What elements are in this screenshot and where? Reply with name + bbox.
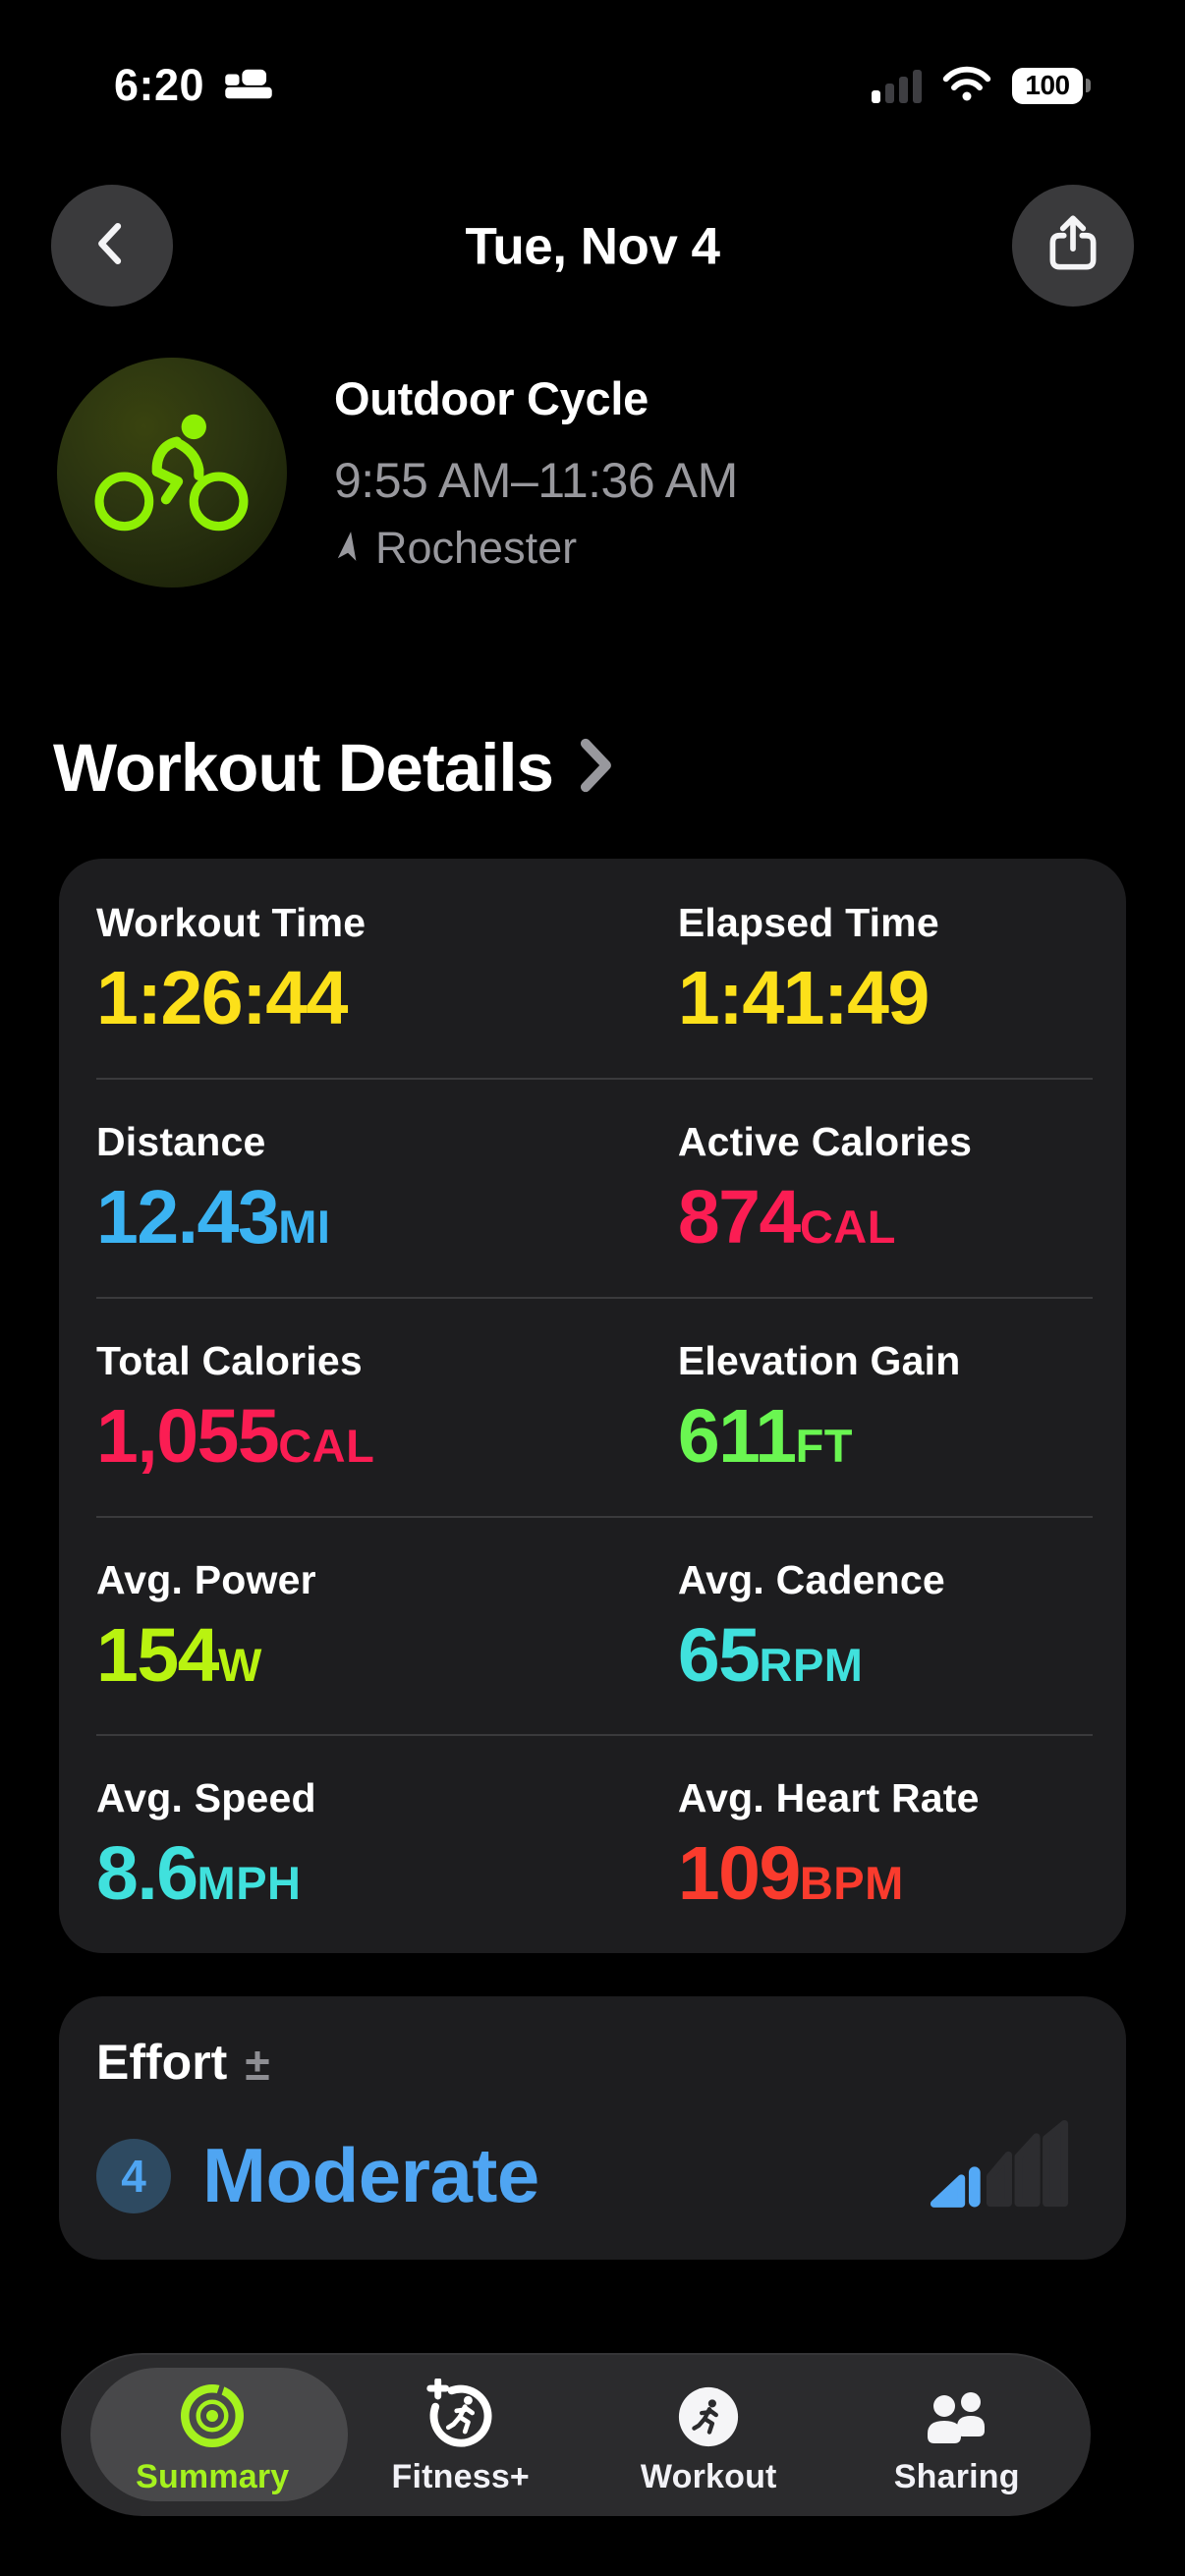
- effort-card: Effort ± 4 Moderate: [59, 1996, 1126, 2260]
- stat-row: Avg. Speed 8.6MPH Avg. Heart Rate 109BPM: [59, 1734, 1126, 1953]
- tab-fitness-plus[interactable]: Fitness+: [337, 2353, 586, 2516]
- status-bar: 6:20 100: [0, 51, 1185, 120]
- tab-sharing[interactable]: Sharing: [833, 2353, 1082, 2516]
- workout-details-link[interactable]: Workout Details: [53, 729, 616, 807]
- activity-rings-icon: [179, 2373, 246, 2449]
- stat-row: Avg. Power 154W Avg. Cadence 65RPM: [59, 1515, 1126, 1735]
- sharing-people-icon: [920, 2373, 994, 2449]
- wifi-icon: [941, 65, 992, 107]
- effort-adjust-button[interactable]: ±: [245, 2039, 270, 2090]
- fitness-plus-icon: [425, 2373, 496, 2449]
- stat-avg-cadence: Avg. Cadence 65RPM: [677, 1556, 945, 1698]
- stat-avg-power: Avg. Power 154W: [96, 1556, 316, 1698]
- sleep-focus-bed-icon: [222, 65, 275, 107]
- workout-runner-icon: [676, 2373, 741, 2449]
- cycling-activity-icon: [57, 358, 287, 588]
- stat-avg-heart-rate: Avg. Heart Rate 109BPM: [677, 1775, 980, 1917]
- workout-header: Outdoor Cycle 9:55 AM–11:36 AM Rochester: [57, 358, 738, 588]
- back-button[interactable]: [51, 185, 173, 307]
- workout-info: Outdoor Cycle 9:55 AM–11:36 AM Rochester: [334, 371, 738, 574]
- battery-icon: 100: [1012, 67, 1091, 104]
- tab-summary[interactable]: Summary: [88, 2353, 337, 2516]
- stat-row: Workout Time 1:26:44 Elapsed Time 1:41:4…: [59, 859, 1126, 1078]
- effort-level-bars-icon: [926, 2117, 1073, 2214]
- workout-stats-card: Workout Time 1:26:44 Elapsed Time 1:41:4…: [59, 859, 1126, 1954]
- battery-level: 100: [1012, 67, 1083, 104]
- effort-title: Effort: [96, 2035, 228, 2090]
- page-title: Tue, Nov 4: [465, 217, 720, 276]
- stat-distance: Distance 12.43MI: [96, 1118, 331, 1260]
- stat-row: Total Calories 1,055CAL Elevation Gain 6…: [59, 1296, 1126, 1516]
- workout-time-range: 9:55 AM–11:36 AM: [334, 453, 738, 508]
- stat-elapsed-time: Elapsed Time 1:41:49: [677, 900, 939, 1040]
- stat-workout-time: Workout Time 1:26:44: [96, 900, 367, 1040]
- stat-active-calories: Active Calories 874CAL: [677, 1118, 973, 1260]
- effort-score-badge: 4: [96, 2138, 171, 2213]
- effort-rating: Moderate: [202, 2132, 539, 2218]
- clock-time: 6:20: [114, 60, 205, 110]
- chevron-left-icon: [86, 218, 138, 274]
- section-title: Workout Details: [53, 730, 554, 806]
- location-arrow-icon: [334, 523, 364, 574]
- cellular-signal-icon: [872, 68, 922, 103]
- tab-bar: Summary: [61, 2353, 1091, 2516]
- share-button[interactable]: [1012, 185, 1134, 307]
- stat-row: Distance 12.43MI Active Calories 874CAL: [59, 1077, 1126, 1297]
- location-name: Rochester: [375, 523, 578, 573]
- chevron-right-icon: [577, 735, 616, 801]
- stat-avg-speed: Avg. Speed 8.6MPH: [96, 1775, 316, 1917]
- stat-total-calories: Total Calories 1,055CAL: [96, 1337, 375, 1479]
- workout-location: Rochester: [334, 523, 738, 574]
- share-icon: [1041, 211, 1105, 281]
- workout-type: Outdoor Cycle: [334, 372, 649, 424]
- nav-bar: Tue, Nov 4: [51, 185, 1134, 308]
- stat-elevation-gain: Elevation Gain 611FT: [677, 1337, 961, 1479]
- tab-workout[interactable]: Workout: [585, 2353, 833, 2516]
